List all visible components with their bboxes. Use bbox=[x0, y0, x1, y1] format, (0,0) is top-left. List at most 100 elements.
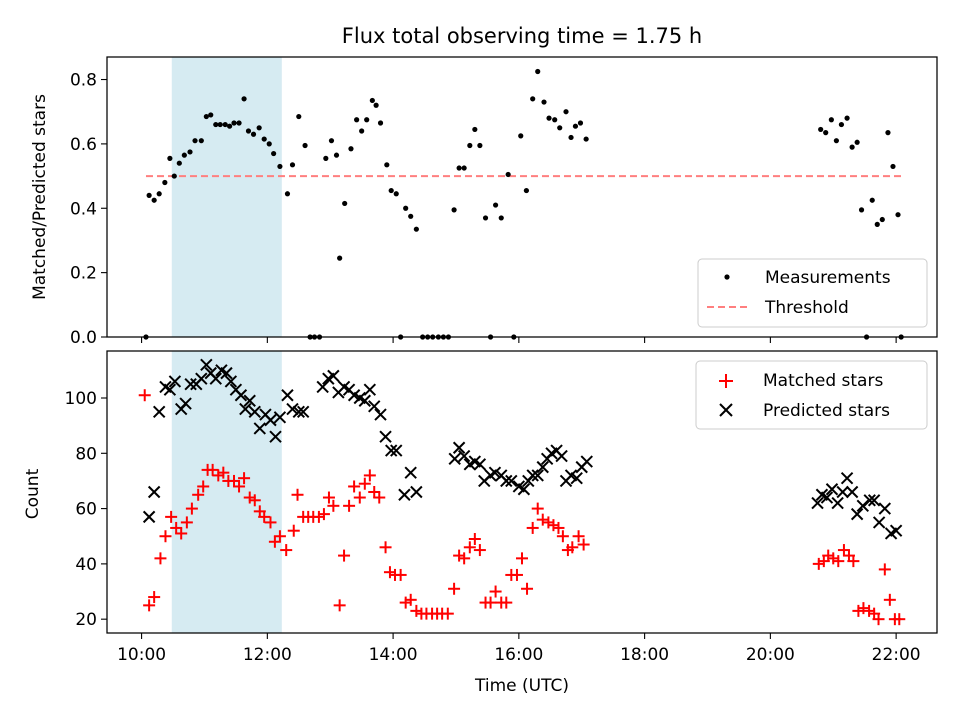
bottom-legend-frame bbox=[695, 360, 928, 430]
bottom-y-ticks: 20 40 60 80 100 bbox=[65, 389, 107, 630]
measurement-point bbox=[885, 130, 891, 136]
measurement-point bbox=[231, 120, 237, 126]
bottom-axes-frame bbox=[106, 350, 938, 634]
predicted-point bbox=[831, 496, 844, 510]
matched-point bbox=[547, 519, 560, 532]
predicted-point bbox=[286, 402, 299, 416]
matched-point bbox=[577, 538, 590, 551]
top-y-tick-label: 0.8 bbox=[70, 71, 97, 91]
bottom-span-layer bbox=[171, 351, 282, 633]
top-points-layer bbox=[143, 68, 904, 340]
predicted-point bbox=[358, 394, 372, 407]
matched-point bbox=[348, 480, 361, 493]
top-y-tick-label: 0.0 bbox=[70, 328, 97, 348]
predicted-point bbox=[163, 383, 177, 396]
matched-point bbox=[448, 582, 461, 595]
measurement-point bbox=[256, 125, 262, 131]
predicted-point bbox=[889, 524, 903, 537]
measurement-point bbox=[408, 213, 414, 219]
measurement-point bbox=[833, 138, 839, 144]
measurement-point bbox=[245, 128, 252, 134]
matched-point bbox=[410, 604, 423, 617]
measurement-point bbox=[156, 191, 162, 197]
predicted-point bbox=[555, 449, 568, 463]
predicted-point bbox=[147, 485, 161, 499]
measurement-point bbox=[577, 120, 584, 126]
predicted-point bbox=[200, 358, 213, 372]
measurement-point bbox=[236, 120, 242, 126]
matched-point bbox=[827, 552, 840, 565]
matched-point bbox=[312, 510, 325, 523]
x-tick-label: 14:00 bbox=[369, 645, 418, 665]
matched-point bbox=[353, 491, 366, 504]
predicted-point bbox=[500, 474, 513, 488]
matched-point bbox=[404, 593, 417, 606]
matched-point bbox=[327, 499, 340, 512]
measurement-point bbox=[162, 179, 168, 186]
measurement-point bbox=[261, 136, 267, 142]
measurement-point bbox=[328, 138, 335, 144]
measurement-point bbox=[895, 212, 901, 218]
predicted-point bbox=[457, 449, 471, 463]
predicted-point bbox=[248, 405, 261, 419]
matched-point bbox=[338, 549, 351, 562]
measurement-point bbox=[461, 165, 467, 171]
matched-point bbox=[143, 599, 156, 612]
top-y-tick-label: 0.6 bbox=[70, 135, 97, 155]
top-panel: 0.00.20.40.60.8 Matched/Predicted stars … bbox=[30, 56, 938, 348]
predicted-point bbox=[224, 375, 238, 388]
measurement-point bbox=[284, 191, 291, 197]
measurement-point bbox=[568, 134, 574, 141]
predicted-point bbox=[374, 408, 387, 421]
matched-point bbox=[857, 602, 870, 615]
top-y-axis-label: Matched/Predicted stars bbox=[30, 94, 50, 300]
measurement-point bbox=[413, 226, 419, 232]
matched-point bbox=[197, 480, 210, 493]
matched-point bbox=[812, 557, 825, 570]
x-tick-label: 22:00 bbox=[872, 645, 921, 665]
measurement-point bbox=[342, 200, 348, 207]
matched-point bbox=[343, 499, 356, 512]
legend-matched-marker bbox=[719, 374, 733, 388]
matched-point bbox=[165, 510, 178, 523]
matched-point bbox=[399, 596, 412, 609]
predicted-point bbox=[398, 488, 411, 501]
matched-point bbox=[363, 469, 376, 482]
predicted-point bbox=[850, 507, 864, 521]
measurement-point bbox=[323, 155, 329, 161]
measurement-point bbox=[296, 113, 302, 120]
matched-point bbox=[154, 552, 167, 565]
matched-point bbox=[872, 613, 885, 626]
measurement-point bbox=[369, 97, 375, 104]
matched-point bbox=[170, 521, 183, 534]
matched-point bbox=[453, 549, 466, 562]
matched-point bbox=[536, 513, 549, 526]
measurement-point bbox=[171, 173, 177, 179]
measurement-point bbox=[890, 163, 896, 170]
measurement-point bbox=[583, 136, 589, 142]
measurement-point bbox=[869, 197, 875, 203]
measurement-point bbox=[241, 96, 247, 102]
predicted-point bbox=[281, 389, 294, 402]
measurement-point bbox=[373, 102, 379, 108]
predicted-point bbox=[580, 455, 593, 468]
legend-matched-label: Matched stars bbox=[763, 371, 883, 391]
measurement-point bbox=[354, 117, 360, 123]
predicted-point bbox=[404, 466, 417, 479]
measurement-point bbox=[879, 216, 885, 223]
top-y-tick-label: 0.4 bbox=[70, 199, 97, 219]
predicted-point bbox=[316, 380, 329, 394]
predicted-point bbox=[368, 400, 381, 413]
predicted-point bbox=[448, 452, 461, 466]
bottom-legend: Matched stars Predicted stars bbox=[695, 360, 928, 430]
matched-point bbox=[317, 508, 330, 521]
predicted-point bbox=[264, 413, 277, 427]
measurement-point bbox=[192, 138, 198, 144]
predicted-point bbox=[526, 469, 539, 482]
measurement-point bbox=[456, 165, 462, 171]
measurement-point bbox=[467, 142, 473, 149]
measurement-point bbox=[151, 197, 157, 203]
predicted-point bbox=[517, 483, 531, 496]
top-y-tick-label: 0.2 bbox=[70, 264, 97, 284]
